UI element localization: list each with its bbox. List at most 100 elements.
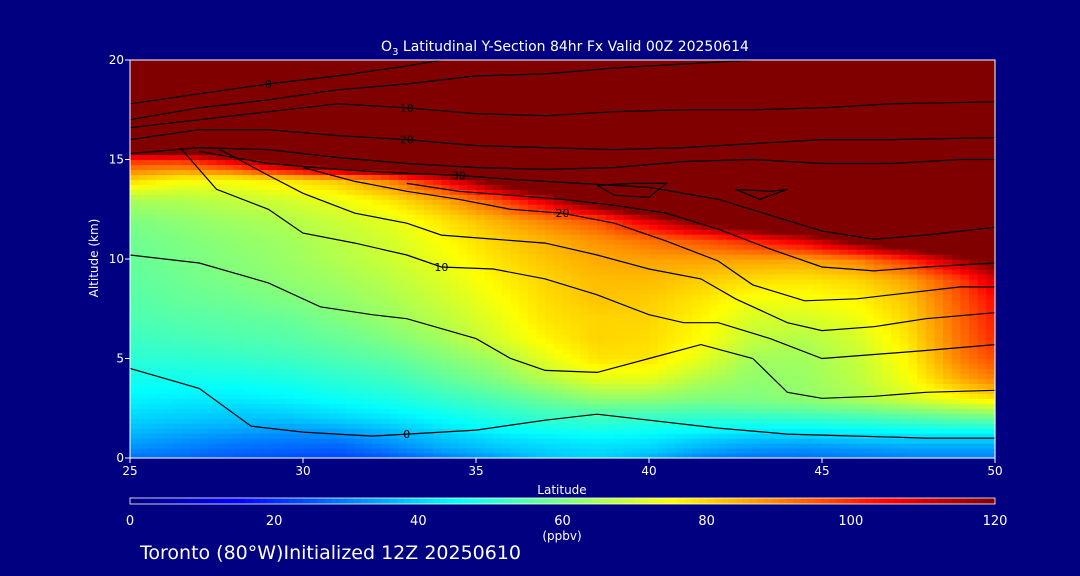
heatmap-cell: [155, 373, 166, 379]
heatmap-cell: [441, 283, 451, 290]
heatmap-cell: [770, 443, 780, 449]
heatmap-cell: [372, 318, 382, 325]
heatmap-cell: [813, 373, 823, 379]
heatmap-cell: [925, 413, 936, 419]
heatmap-cell: [441, 383, 451, 389]
heatmap-cell: [865, 453, 875, 459]
heatmap-cell: [969, 323, 979, 330]
heatmap-cell: [164, 244, 174, 250]
heatmap-cell: [796, 209, 806, 215]
heatmap-cell: [873, 403, 884, 409]
heatmap-cell: [796, 298, 806, 305]
heatmap-cell: [354, 363, 365, 370]
heatmap-cell: [787, 398, 797, 404]
heatmap-cell: [328, 254, 339, 260]
heatmap-cell: [986, 323, 996, 330]
heatmap-cell: [562, 378, 572, 384]
heatmap-cell: [415, 448, 425, 454]
heatmap-cell: [380, 443, 391, 449]
heatmap-cell: [804, 293, 814, 300]
heatmap-cell: [527, 229, 538, 235]
heatmap-cell: [277, 393, 287, 399]
heatmap-cell: [657, 303, 667, 310]
heatmap-cell: [969, 224, 979, 230]
heatmap-cell: [527, 268, 538, 275]
heatmap-cell: [268, 254, 278, 260]
heatmap-cell: [363, 234, 373, 240]
heatmap-cell: [562, 303, 572, 310]
heatmap-cell: [804, 413, 814, 419]
heatmap-cell: [553, 378, 564, 384]
heatmap-cell: [605, 313, 615, 320]
heatmap-cell: [346, 338, 356, 345]
heatmap-cell: [501, 214, 512, 220]
heatmap-cell: [752, 383, 763, 389]
heatmap-cell: [934, 333, 944, 340]
heatmap-cell: [346, 408, 356, 414]
heatmap-cell: [796, 353, 806, 360]
heatmap-cell: [623, 249, 633, 255]
heatmap-cell: [173, 428, 183, 434]
heatmap-cell: [424, 393, 434, 399]
heatmap-cell: [631, 443, 641, 449]
heatmap-cell: [735, 254, 745, 260]
heatmap-cell: [804, 408, 814, 414]
heatmap-cell: [259, 443, 269, 449]
heatmap-cell: [363, 323, 373, 330]
heatmap-cell: [138, 298, 148, 305]
heatmap-cell: [778, 438, 788, 444]
heatmap-cell: [285, 408, 295, 414]
heatmap-cell: [839, 214, 849, 220]
heatmap-cell: [285, 333, 295, 340]
heatmap-cell: [130, 244, 140, 250]
heatmap-cell: [216, 433, 226, 439]
heatmap-cell: [614, 224, 624, 230]
heatmap-cell: [917, 358, 927, 365]
heatmap-cell: [311, 383, 321, 389]
heatmap-cell: [623, 368, 633, 375]
heatmap-cell: [242, 268, 252, 275]
heatmap-cell: [207, 383, 218, 389]
heatmap-cell: [631, 363, 641, 370]
heatmap-cell: [207, 343, 218, 350]
heatmap-cell: [934, 423, 944, 429]
heatmap-cell: [839, 358, 849, 365]
heatmap-cell: [787, 283, 797, 290]
heatmap-cell: [527, 343, 538, 350]
heatmap-cell: [597, 358, 607, 365]
heatmap-cell: [692, 358, 702, 365]
heatmap-cell: [899, 268, 910, 275]
heatmap-cell: [709, 293, 719, 300]
heatmap-cell: [328, 313, 339, 320]
heatmap-cell: [917, 249, 927, 255]
heatmap-cell: [778, 353, 788, 360]
heatmap-cell: [337, 303, 347, 310]
heatmap-cell: [424, 209, 434, 215]
heatmap-cell: [579, 353, 590, 360]
heatmap-cell: [424, 229, 434, 235]
heatmap-cell: [398, 378, 408, 384]
heatmap-cell: [735, 428, 745, 434]
heatmap-cell: [225, 348, 235, 355]
heatmap-cell: [527, 413, 538, 419]
heatmap-cell: [891, 259, 901, 265]
heatmap-cell: [683, 308, 693, 315]
heatmap-cell: [294, 268, 304, 275]
heatmap-cell: [839, 298, 849, 305]
heatmap-cell: [813, 209, 823, 215]
heatmap-cell: [441, 393, 451, 399]
heatmap-cell: [233, 353, 244, 360]
heatmap-cell: [147, 438, 157, 444]
heatmap-cell: [700, 378, 711, 384]
heatmap-cell: [830, 353, 840, 360]
heatmap-cell: [424, 378, 434, 384]
heatmap-cell: [934, 234, 944, 240]
heatmap-cell: [692, 378, 702, 384]
heatmap-cell: [674, 278, 685, 285]
heatmap-cell: [545, 318, 555, 325]
heatmap-cell: [882, 308, 892, 315]
heatmap-cell: [484, 244, 494, 250]
heatmap-cell: [138, 428, 148, 434]
heatmap-cell: [813, 398, 823, 404]
heatmap-cell: [173, 393, 183, 399]
